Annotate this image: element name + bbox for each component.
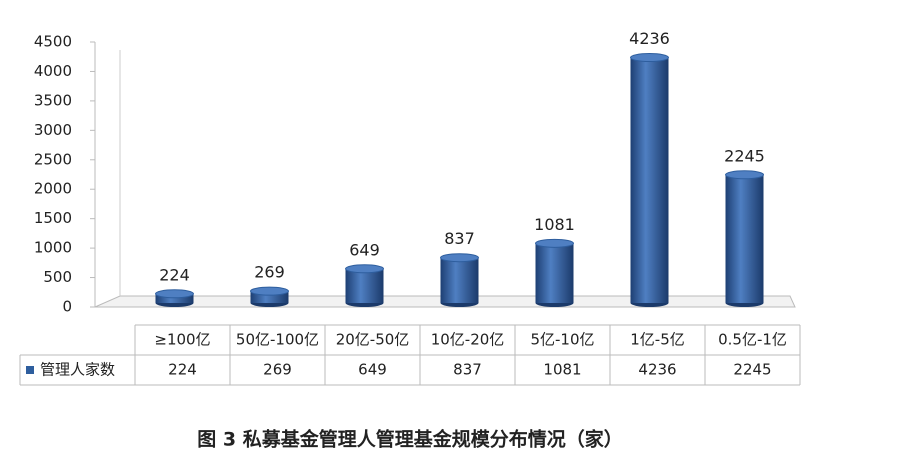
x-tick-label: 20亿-50亿 <box>336 331 410 349</box>
bar <box>440 257 479 303</box>
bar <box>630 57 669 304</box>
y-tick-label: 2000 <box>34 180 72 198</box>
bar <box>250 291 289 303</box>
table-value: 269 <box>263 361 292 379</box>
legend-marker <box>26 366 34 374</box>
table-value: 224 <box>168 361 197 379</box>
bar <box>725 174 764 303</box>
table-value: 4236 <box>638 361 676 379</box>
y-tick-label: 4500 <box>34 33 72 51</box>
x-tick-label: ≥100亿 <box>154 331 210 349</box>
data-label: 837 <box>444 229 475 248</box>
bar <box>535 243 574 303</box>
bar-cap <box>630 53 669 63</box>
y-tick-label: 1500 <box>34 209 72 227</box>
x-tick-label: 0.5亿-1亿 <box>718 331 787 349</box>
data-label: 2245 <box>724 146 765 165</box>
chart-title: 图 3 私募基金管理人管理基金规模分布情况（家） <box>197 428 622 451</box>
table-value: 649 <box>358 361 387 379</box>
y-tick-label: 4000 <box>34 62 72 80</box>
bar-cap <box>155 289 194 299</box>
y-tick-label: 3000 <box>34 121 72 139</box>
table-value: 2245 <box>733 361 771 379</box>
y-tick-label: 500 <box>43 268 72 286</box>
data-label: 224 <box>159 265 190 284</box>
y-tick-label: 2500 <box>34 150 72 168</box>
y-tick-label: 0 <box>62 298 72 316</box>
bar <box>345 268 384 303</box>
data-label: 4236 <box>629 29 670 48</box>
x-tick-label: 1亿-5亿 <box>630 331 685 349</box>
x-tick-label: 50亿-100亿 <box>236 331 319 349</box>
data-label: 1081 <box>534 215 575 234</box>
bar-cap <box>535 238 574 248</box>
bar-cap <box>725 170 764 180</box>
data-label: 649 <box>349 240 380 259</box>
x-tick-label: 5亿-10亿 <box>530 331 594 349</box>
bar-cap <box>440 253 479 263</box>
bar <box>155 293 194 303</box>
bar-cap <box>250 286 289 296</box>
data-label: 269 <box>254 263 285 282</box>
x-tick-label: 10亿-20亿 <box>431 331 505 349</box>
bar-cap <box>345 264 384 274</box>
y-tick-label: 1000 <box>34 239 72 257</box>
table-value: 837 <box>453 361 482 379</box>
y-tick-label: 3500 <box>34 91 72 109</box>
table-value: 1081 <box>543 361 581 379</box>
legend-label: 管理人家数 <box>40 361 115 379</box>
